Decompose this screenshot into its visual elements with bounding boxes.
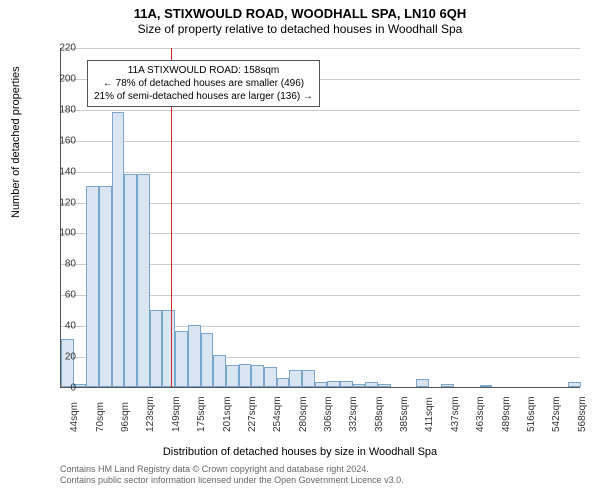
histogram-bar [365, 382, 378, 387]
credit-line-1: Contains HM Land Registry data © Crown c… [60, 464, 404, 475]
annotation-line: 11A STIXWOULD ROAD: 158sqm [94, 64, 313, 77]
histogram-bar [175, 331, 188, 387]
histogram-bar [226, 365, 239, 387]
histogram-bar [327, 381, 340, 387]
y-tick-label: 120 [46, 197, 76, 208]
x-tick-label: 411sqm [424, 397, 426, 432]
grid-line [61, 172, 580, 173]
annotation-line: 21% of semi-detached houses are larger (… [94, 90, 313, 103]
histogram-bar [112, 112, 125, 387]
x-tick-label: 175sqm [196, 396, 198, 432]
grid-line [61, 110, 580, 111]
x-tick-label: 437sqm [450, 396, 452, 432]
x-tick-label: 149sqm [171, 396, 173, 432]
y-tick-label: 20 [46, 352, 76, 363]
x-tick-label: 280sqm [298, 396, 300, 432]
histogram-chart: 11A STIXWOULD ROAD: 158sqm← 78% of detac… [60, 48, 580, 428]
x-tick-label: 489sqm [501, 396, 503, 432]
histogram-bar [86, 186, 99, 387]
histogram-bar [378, 384, 391, 387]
histogram-bar [213, 355, 226, 387]
x-tick-label: 358sqm [374, 396, 376, 432]
histogram-bar [277, 378, 290, 387]
histogram-bar [315, 382, 328, 387]
y-tick-label: 220 [46, 43, 76, 54]
x-tick-label: 516sqm [526, 396, 528, 432]
y-axis-label: Number of detached properties [10, 66, 22, 218]
x-tick-label: 96sqm [120, 402, 122, 432]
x-tick-label: 463sqm [475, 396, 477, 432]
y-tick-label: 100 [46, 228, 76, 239]
y-tick-label: 140 [46, 166, 76, 177]
histogram-bar [239, 364, 252, 387]
histogram-bar [480, 385, 493, 387]
x-tick-label: 227sqm [247, 396, 249, 432]
x-tick-label: 254sqm [272, 396, 274, 432]
histogram-bar [188, 325, 201, 387]
annotation-line: ← 78% of detached houses are smaller (49… [94, 77, 313, 90]
page-title: 11A, STIXWOULD ROAD, WOODHALL SPA, LN10 … [0, 0, 600, 22]
histogram-bar [568, 382, 581, 387]
y-tick-label: 180 [46, 104, 76, 115]
y-tick-label: 0 [46, 383, 76, 394]
histogram-bar [61, 339, 74, 387]
histogram-bar [124, 174, 137, 387]
x-axis-labels: 44sqm 70sqm 96sqm 123sqm 149sqm 175sqm 201sqm 2… [60, 390, 580, 430]
y-tick-label: 40 [46, 321, 76, 332]
y-tick-label: 200 [46, 73, 76, 84]
histogram-bar [289, 370, 302, 387]
histogram-bar [162, 310, 175, 387]
x-tick-label: 542sqm [551, 396, 553, 432]
x-tick-label: 306sqm [323, 396, 325, 432]
y-tick-label: 160 [46, 135, 76, 146]
y-tick-label: 80 [46, 259, 76, 270]
grid-line [61, 141, 580, 142]
plot-area: 11A STIXWOULD ROAD: 158sqm← 78% of detac… [60, 48, 580, 388]
x-tick-label: 332sqm [348, 396, 350, 432]
histogram-bar [264, 367, 277, 387]
credit-line-2: Contains public sector information licen… [60, 475, 404, 486]
x-tick-label: 70sqm [95, 402, 97, 432]
histogram-bar [441, 384, 454, 387]
histogram-bar [201, 333, 214, 387]
histogram-bar [340, 381, 353, 387]
histogram-bar [416, 379, 429, 387]
histogram-bar [251, 365, 264, 387]
grid-line [61, 48, 580, 49]
x-tick-label: 201sqm [222, 396, 224, 432]
x-axis-title: Distribution of detached houses by size … [0, 446, 600, 458]
x-tick-label: 385sqm [399, 396, 401, 432]
annotation-box: 11A STIXWOULD ROAD: 158sqm← 78% of detac… [87, 60, 320, 107]
histogram-bar [302, 370, 315, 387]
histogram-bar [99, 186, 112, 387]
x-tick-label: 123sqm [145, 396, 147, 432]
histogram-bar [353, 384, 366, 387]
x-tick-label: 44sqm [69, 402, 71, 432]
credit-text: Contains HM Land Registry data © Crown c… [60, 464, 404, 486]
y-tick-label: 60 [46, 290, 76, 301]
x-tick-label: 568sqm [577, 396, 579, 432]
page-subtitle: Size of property relative to detached ho… [0, 22, 600, 37]
histogram-bar [137, 174, 150, 387]
histogram-bar [150, 310, 163, 387]
